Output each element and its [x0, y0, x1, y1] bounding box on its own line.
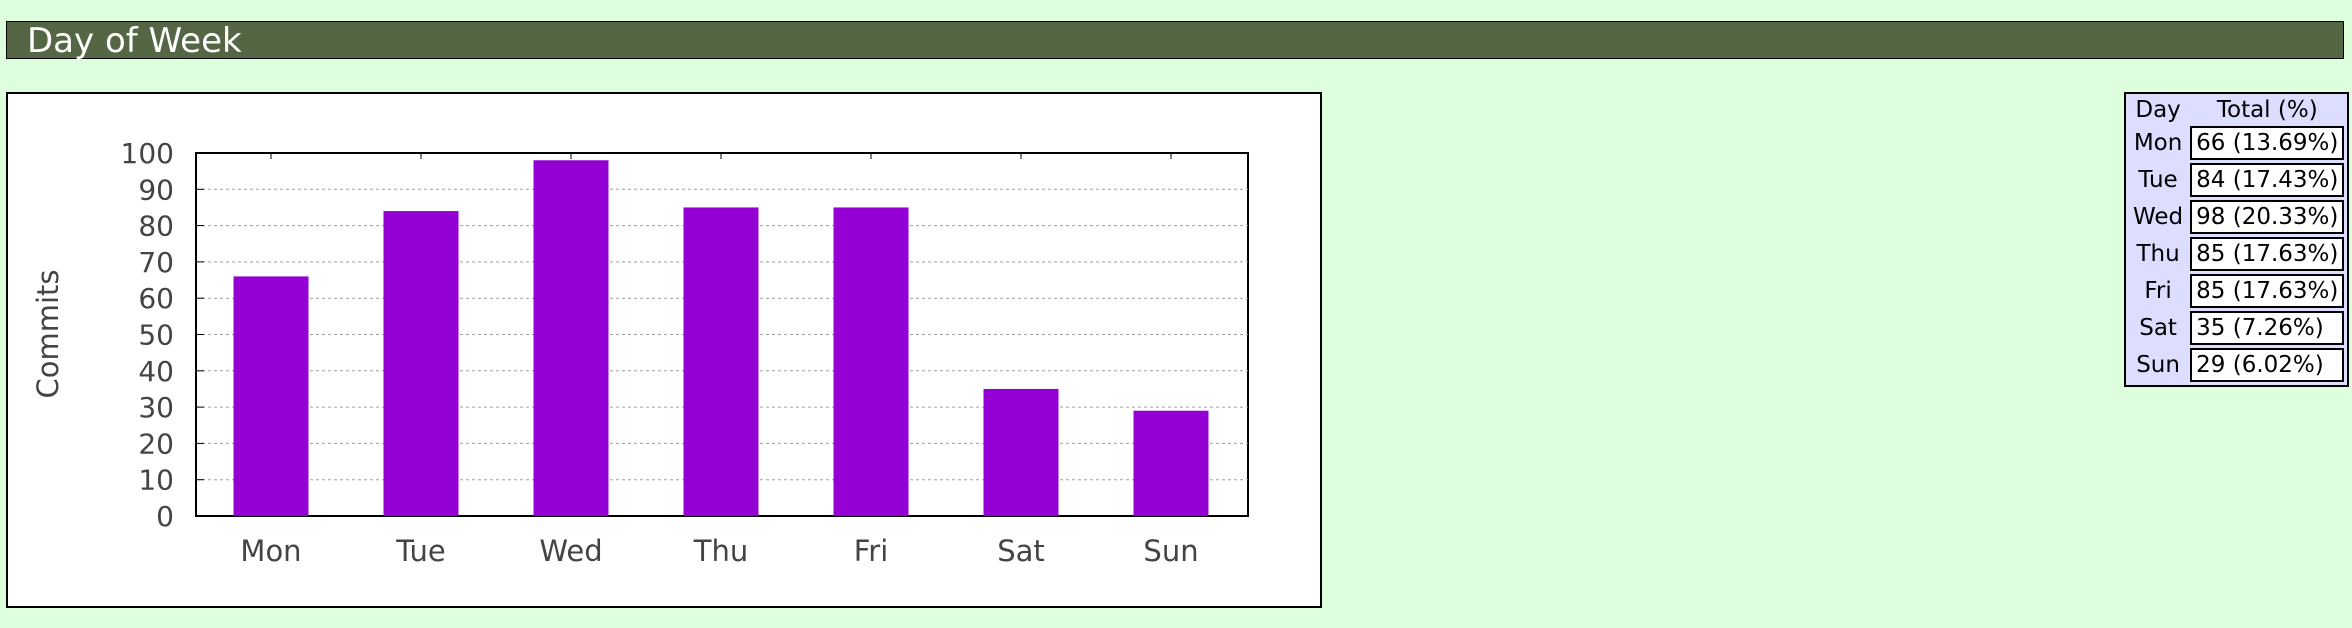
y-tick-label: 10: [138, 464, 174, 497]
day-of-week-table: Day Total (%) Mon 66 (13.69%) Tue 84 (17…: [2124, 92, 2350, 387]
bar-mon: [233, 276, 309, 516]
grid-lines: [196, 188, 1248, 481]
total-cell: 66 (13.69%): [2190, 126, 2345, 160]
x-tick-label: Mon: [240, 534, 301, 568]
section-header: Day of Week: [6, 21, 2344, 61]
table-row: Mon 66 (13.69%): [2129, 126, 2345, 160]
total-cell: 29 (6.02%): [2190, 348, 2345, 382]
table-row: Sun 29 (6.02%): [2129, 348, 2345, 382]
table-row: Fri 85 (17.63%): [2129, 274, 2345, 308]
y-tick-label: 70: [138, 246, 174, 279]
x-axis-labels: Mon Tue Wed Thu Fri Sat Sun: [240, 534, 1198, 568]
table-row: Sat 35 (7.26%): [2129, 311, 2345, 345]
total-cell: 35 (7.26%): [2190, 311, 2345, 345]
y-tick-label: 80: [138, 210, 174, 243]
y-tick-label: 40: [138, 355, 174, 388]
x-tick-label: Wed: [539, 534, 602, 568]
day-cell: Wed: [2129, 200, 2188, 234]
section-title: Day of Week: [27, 21, 242, 61]
chart-panel: 0 10 20 30 40 50 60 70 80 90 100 Mon Tue Wed Thu Fri Sa…: [6, 92, 1322, 608]
x-tick-label: Sun: [1143, 534, 1198, 568]
column-header-total: Total (%): [2216, 97, 2318, 123]
table-row: Thu 85 (17.63%): [2129, 237, 2345, 271]
y-tick-label: 20: [138, 427, 174, 460]
column-header-day: Day: [2135, 97, 2181, 123]
bars: [233, 160, 1209, 516]
bar-thu: [683, 207, 759, 516]
bar-wed: [533, 160, 609, 516]
day-cell: Mon: [2129, 126, 2188, 160]
day-cell: Fri: [2129, 274, 2188, 308]
day-cell: Sat: [2129, 311, 2188, 345]
table-header-row: Day Total (%): [2129, 97, 2344, 123]
day-cell: Sun: [2129, 348, 2188, 382]
bar-sun: [1133, 410, 1209, 516]
total-cell: 85 (17.63%): [2190, 237, 2345, 271]
x-tick-label: Sat: [997, 534, 1045, 568]
total-cell: 84 (17.43%): [2190, 163, 2345, 197]
bar-sat: [983, 388, 1059, 516]
y-tick-label: 90: [138, 173, 174, 206]
table-row: Wed 98 (20.33%): [2129, 200, 2345, 234]
y-tick-label: 30: [138, 391, 174, 424]
y-tick-label: 0: [156, 500, 174, 533]
total-cell: 85 (17.63%): [2190, 274, 2345, 308]
y-axis-label: Commits: [31, 269, 65, 398]
day-cell: Thu: [2129, 237, 2188, 271]
x-tick-label: Thu: [693, 534, 748, 568]
x-tick-label: Fri: [854, 534, 889, 568]
bar-fri: [833, 207, 909, 516]
total-cell: 98 (20.33%): [2190, 200, 2345, 234]
y-tick-label: 50: [138, 319, 174, 352]
table-row: Tue 84 (17.43%): [2129, 163, 2345, 197]
x-tick-label: Tue: [395, 534, 446, 568]
y-tick-label: 100: [121, 137, 174, 170]
day-cell: Tue: [2129, 163, 2188, 197]
bar-tue: [383, 211, 459, 516]
y-tick-label: 60: [138, 282, 174, 315]
